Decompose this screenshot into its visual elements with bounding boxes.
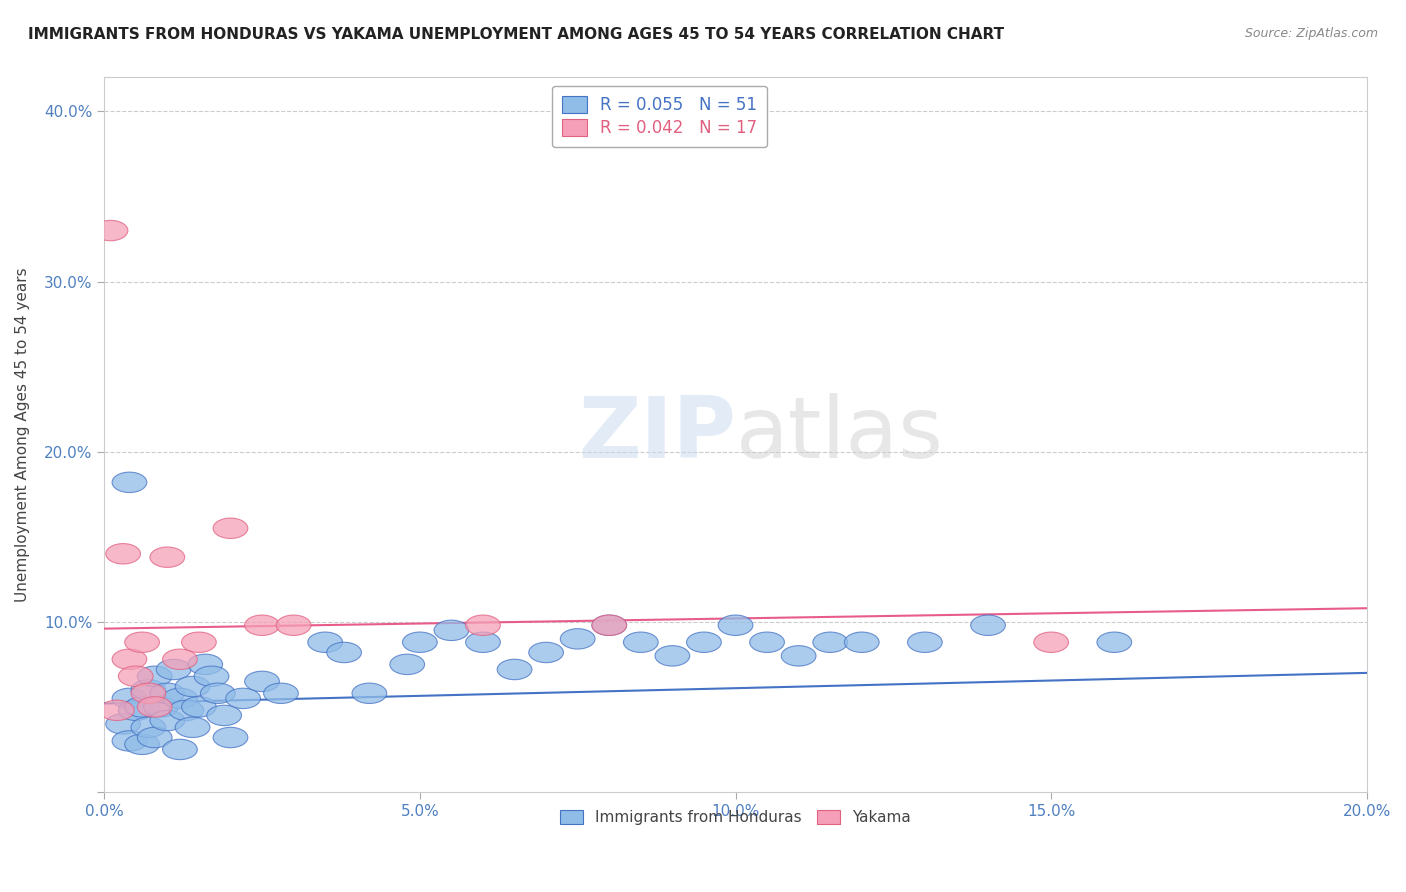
Ellipse shape — [112, 689, 146, 708]
Text: Source: ZipAtlas.com: Source: ZipAtlas.com — [1244, 27, 1378, 40]
Ellipse shape — [150, 683, 184, 704]
Ellipse shape — [1097, 632, 1132, 652]
Ellipse shape — [131, 683, 166, 704]
Ellipse shape — [150, 547, 184, 567]
Ellipse shape — [718, 615, 752, 635]
Ellipse shape — [263, 683, 298, 704]
Ellipse shape — [125, 632, 159, 652]
Ellipse shape — [143, 697, 179, 717]
Text: ZIP: ZIP — [578, 393, 735, 476]
Ellipse shape — [749, 632, 785, 652]
Ellipse shape — [112, 649, 146, 670]
Ellipse shape — [782, 646, 815, 666]
Ellipse shape — [434, 620, 468, 640]
Legend: Immigrants from Honduras, Yakama: Immigrants from Honduras, Yakama — [551, 801, 920, 834]
Ellipse shape — [214, 727, 247, 747]
Ellipse shape — [131, 717, 166, 738]
Ellipse shape — [1033, 632, 1069, 652]
Text: IMMIGRANTS FROM HONDURAS VS YAKAMA UNEMPLOYMENT AMONG AGES 45 TO 54 YEARS CORREL: IMMIGRANTS FROM HONDURAS VS YAKAMA UNEMP… — [28, 27, 1004, 42]
Ellipse shape — [131, 680, 166, 700]
Ellipse shape — [845, 632, 879, 652]
Ellipse shape — [207, 706, 242, 725]
Ellipse shape — [465, 632, 501, 652]
Ellipse shape — [181, 697, 217, 717]
Ellipse shape — [276, 615, 311, 635]
Ellipse shape — [118, 700, 153, 721]
Ellipse shape — [100, 700, 134, 721]
Ellipse shape — [352, 683, 387, 704]
Ellipse shape — [163, 649, 197, 670]
Ellipse shape — [245, 615, 280, 635]
Ellipse shape — [93, 220, 128, 241]
Ellipse shape — [655, 646, 690, 666]
Ellipse shape — [226, 689, 260, 708]
Ellipse shape — [592, 615, 627, 635]
Ellipse shape — [169, 700, 204, 721]
Ellipse shape — [138, 727, 172, 747]
Ellipse shape — [308, 632, 343, 652]
Ellipse shape — [498, 659, 531, 680]
Ellipse shape — [156, 659, 191, 680]
Ellipse shape — [561, 629, 595, 649]
Ellipse shape — [529, 642, 564, 663]
Ellipse shape — [176, 676, 209, 697]
Ellipse shape — [402, 632, 437, 652]
Ellipse shape — [592, 615, 627, 635]
Ellipse shape — [813, 632, 848, 652]
Ellipse shape — [163, 739, 197, 760]
Ellipse shape — [686, 632, 721, 652]
Ellipse shape — [194, 666, 229, 687]
Ellipse shape — [138, 666, 172, 687]
Ellipse shape — [112, 472, 146, 492]
Ellipse shape — [118, 666, 153, 687]
Ellipse shape — [326, 642, 361, 663]
Y-axis label: Unemployment Among Ages 45 to 54 years: Unemployment Among Ages 45 to 54 years — [15, 268, 30, 602]
Ellipse shape — [907, 632, 942, 652]
Ellipse shape — [245, 671, 280, 691]
Ellipse shape — [214, 518, 247, 539]
Ellipse shape — [970, 615, 1005, 635]
Ellipse shape — [465, 615, 501, 635]
Ellipse shape — [176, 717, 209, 738]
Ellipse shape — [125, 697, 159, 717]
Ellipse shape — [623, 632, 658, 652]
Ellipse shape — [163, 689, 197, 708]
Ellipse shape — [181, 632, 217, 652]
Ellipse shape — [201, 683, 235, 704]
Ellipse shape — [188, 654, 222, 674]
Ellipse shape — [112, 731, 146, 751]
Ellipse shape — [105, 543, 141, 564]
Ellipse shape — [150, 710, 184, 731]
Ellipse shape — [105, 714, 141, 734]
Ellipse shape — [389, 654, 425, 674]
Text: atlas: atlas — [735, 393, 943, 476]
Ellipse shape — [125, 734, 159, 755]
Ellipse shape — [138, 697, 172, 717]
